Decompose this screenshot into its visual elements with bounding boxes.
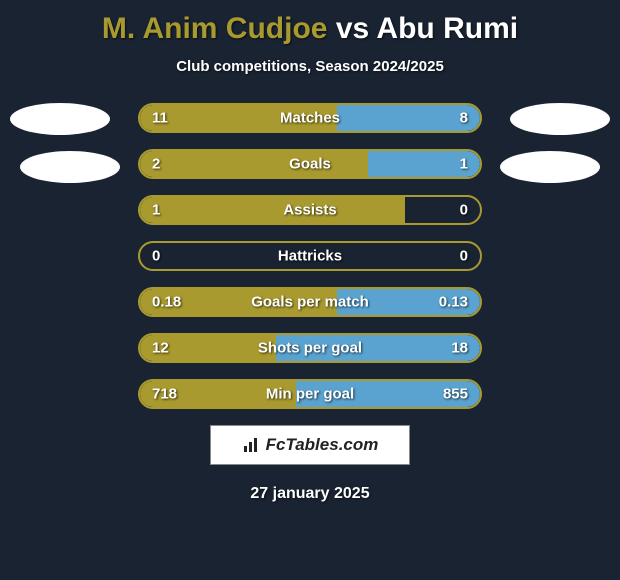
stat-value-player1: 11 bbox=[152, 110, 168, 127]
stat-value-player1: 1 bbox=[152, 202, 160, 219]
stat-label: Matches bbox=[280, 110, 340, 127]
stat-label: Hattricks bbox=[278, 248, 342, 265]
player1-avatar-placeholder bbox=[10, 103, 110, 135]
chart-area: 11Matches82Goals11Assists00Hattricks00.1… bbox=[0, 103, 620, 409]
stat-row: 1 Assists 0 bbox=[138, 195, 482, 225]
title-player2: Abu Rumi bbox=[376, 12, 518, 45]
stat-value-player1: 12 bbox=[152, 340, 169, 357]
stat-fill-player1 bbox=[140, 197, 405, 223]
stat-value-player2: 0.13 bbox=[439, 294, 468, 311]
stat-label: Shots per goal bbox=[258, 340, 362, 357]
stat-label: Goals bbox=[289, 156, 331, 173]
generation-date: 27 january 2025 bbox=[0, 485, 620, 503]
stat-value-player1: 0.18 bbox=[152, 294, 181, 311]
stat-row: 0.18 Goals per match 0.13 bbox=[138, 287, 482, 317]
player2-avatar-placeholder bbox=[510, 103, 610, 135]
stat-value-player1: 2 bbox=[152, 156, 160, 173]
brand-text: FcTables.com bbox=[266, 435, 379, 455]
stat-row: 12 Shots per goal 18 bbox=[138, 333, 482, 363]
stat-value-player2: 18 bbox=[451, 340, 468, 357]
comparison-title: M. Anim Cudjoe vs Abu Rumi bbox=[0, 0, 620, 46]
stat-value-player2: 0 bbox=[460, 248, 468, 265]
brand-badge: FcTables.com bbox=[210, 425, 410, 465]
stat-row: 2 Goals 1 bbox=[138, 149, 482, 179]
stat-fill-player1 bbox=[140, 151, 368, 177]
stat-row: 718 Min per goal 855 bbox=[138, 379, 482, 409]
stat-value-player1: 0 bbox=[152, 248, 160, 265]
title-vs: vs bbox=[336, 12, 369, 45]
stat-value-player2: 0 bbox=[460, 202, 468, 219]
stat-label: Min per goal bbox=[266, 386, 354, 403]
stat-fill-player2 bbox=[337, 105, 480, 131]
stat-label: Goals per match bbox=[251, 294, 369, 311]
stat-bars-container: 11Matches82Goals11Assists00Hattricks00.1… bbox=[138, 103, 482, 409]
stat-row: 11 Matches 8 bbox=[138, 103, 482, 133]
stat-value-player2: 8 bbox=[460, 110, 468, 127]
stat-row: 0 Hattricks 0 bbox=[138, 241, 482, 271]
subtitle: Club competitions, Season 2024/2025 bbox=[0, 58, 620, 75]
title-player1: M. Anim Cudjoe bbox=[102, 12, 328, 45]
player1-team-placeholder bbox=[20, 151, 120, 183]
stat-label: Assists bbox=[283, 202, 336, 219]
stat-value-player2: 855 bbox=[443, 386, 468, 403]
stat-value-player1: 718 bbox=[152, 386, 177, 403]
stat-value-player2: 1 bbox=[460, 156, 468, 173]
player2-team-placeholder bbox=[500, 151, 600, 183]
brand-chart-icon bbox=[242, 436, 260, 454]
